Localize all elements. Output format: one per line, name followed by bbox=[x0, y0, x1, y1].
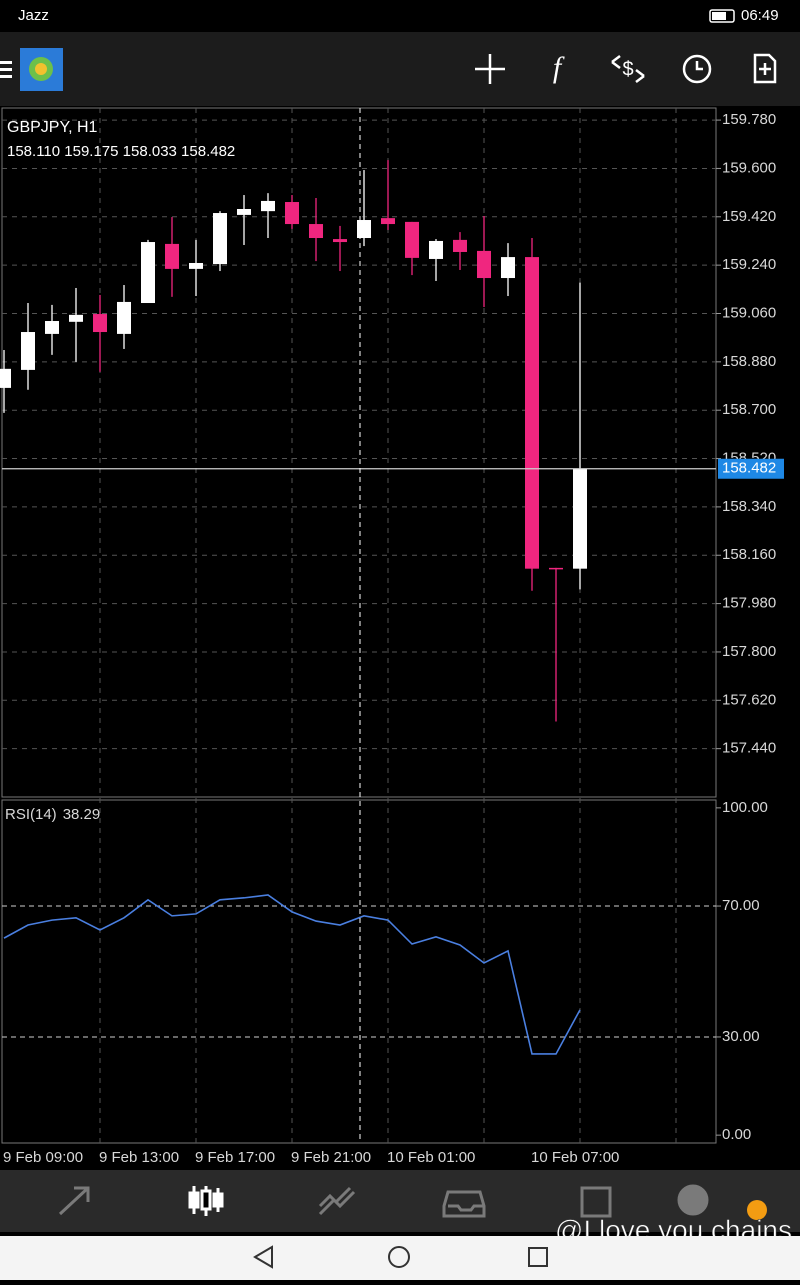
news-tab[interactable] bbox=[580, 1186, 612, 1218]
menu-button[interactable] bbox=[0, 61, 12, 78]
trade-tab[interactable] bbox=[318, 1186, 356, 1216]
candle-body bbox=[453, 239, 467, 252]
candle-body bbox=[45, 321, 59, 334]
home-button[interactable] bbox=[388, 1246, 410, 1268]
y-tick-label: 159.060 bbox=[722, 304, 776, 321]
battery bbox=[709, 9, 735, 23]
ohlc-quote: 158.110 159.175 158.033 158.482 bbox=[7, 143, 235, 160]
candle-body bbox=[525, 257, 539, 569]
chart-tab[interactable] bbox=[188, 1186, 224, 1216]
y-tick-label: 0.00 bbox=[722, 1126, 751, 1143]
battery-level bbox=[712, 12, 726, 20]
y-tick-label: 159.420 bbox=[722, 208, 776, 225]
timeframe-button[interactable] bbox=[682, 54, 712, 84]
candle-body bbox=[69, 314, 83, 322]
x-tick-label: 10 Feb 01:00 bbox=[387, 1149, 475, 1166]
rsi-value: 38.29 bbox=[63, 806, 101, 823]
app-logo[interactable] bbox=[20, 48, 63, 91]
y-tick-label: 159.240 bbox=[722, 256, 776, 273]
y-tick-label: 158.160 bbox=[722, 546, 776, 563]
back-button[interactable] bbox=[253, 1245, 273, 1269]
status-bar bbox=[0, 0, 800, 32]
y-tick-label: 100.00 bbox=[722, 799, 768, 816]
candle-body bbox=[21, 332, 35, 370]
candle-body bbox=[189, 262, 203, 269]
candle-body bbox=[381, 218, 395, 225]
system-nav bbox=[0, 1236, 800, 1280]
candle-body bbox=[405, 221, 419, 258]
candle-body bbox=[333, 239, 347, 243]
candle-body bbox=[501, 257, 515, 279]
rsi-title: RSI(14) 38.29 bbox=[5, 806, 100, 823]
notification-badge bbox=[747, 1200, 767, 1220]
last-price-box bbox=[718, 458, 784, 479]
candle-body bbox=[573, 468, 587, 569]
y-tick-label: 158.340 bbox=[722, 498, 776, 515]
candle-body bbox=[117, 301, 131, 334]
bottom-nav bbox=[0, 1170, 800, 1232]
x-tick-label: 10 Feb 07:00 bbox=[531, 1149, 619, 1166]
y-tick-label: 159.780 bbox=[722, 111, 776, 128]
rsi-line bbox=[3, 894, 581, 1055]
price-panel bbox=[1, 107, 717, 798]
y-tick-label: 157.980 bbox=[722, 595, 776, 612]
x-tick-label: 9 Feb 09:00 bbox=[3, 1149, 83, 1166]
trade-button[interactable]: $ bbox=[611, 55, 645, 83]
y-tick-label: 157.620 bbox=[722, 691, 776, 708]
clock: 06:49 bbox=[741, 7, 779, 24]
x-tick-label: 9 Feb 13:00 bbox=[99, 1149, 179, 1166]
toolbar bbox=[0, 32, 800, 106]
crosshair-button[interactable] bbox=[475, 54, 505, 84]
y-tick-label: 158.880 bbox=[722, 353, 776, 370]
candle-body bbox=[285, 202, 299, 225]
svg-text:$: $ bbox=[622, 58, 633, 80]
y-tick-label: 159.600 bbox=[722, 159, 776, 176]
symbol-title: GBPJPY, H1 bbox=[7, 119, 98, 136]
candle-body bbox=[261, 200, 275, 212]
new-order-button[interactable] bbox=[753, 53, 777, 84]
candle-body bbox=[549, 567, 563, 570]
candle-body bbox=[357, 220, 371, 239]
candle-body bbox=[213, 213, 227, 265]
y-tick-label: 30.00 bbox=[722, 1028, 760, 1045]
rsi-name: RSI(14) bbox=[5, 806, 57, 823]
x-tick-label: 9 Feb 17:00 bbox=[195, 1149, 275, 1166]
candle-body bbox=[237, 208, 251, 215]
candle-body bbox=[309, 224, 323, 239]
rsi-panel bbox=[1, 799, 717, 1144]
history-tab[interactable] bbox=[442, 1190, 486, 1218]
y-tick-label: 157.440 bbox=[722, 740, 776, 757]
candle-body bbox=[477, 250, 491, 279]
carrier: Jazz bbox=[18, 7, 49, 24]
x-tick-label: 9 Feb 21:00 bbox=[291, 1149, 371, 1166]
last-price-label: 158.482 bbox=[722, 460, 776, 477]
candle-body bbox=[93, 314, 107, 333]
candle-body bbox=[141, 242, 155, 304]
candle-body bbox=[165, 243, 179, 269]
quotes-tab[interactable] bbox=[58, 1186, 90, 1216]
y-tick-label: 157.800 bbox=[722, 643, 776, 660]
candle-body bbox=[0, 368, 11, 388]
y-tick-label: 158.700 bbox=[722, 401, 776, 418]
recents-button[interactable] bbox=[528, 1247, 548, 1267]
messages-tab[interactable] bbox=[677, 1184, 709, 1216]
y-tick-label: 70.00 bbox=[722, 897, 760, 914]
candle-body bbox=[429, 240, 443, 259]
